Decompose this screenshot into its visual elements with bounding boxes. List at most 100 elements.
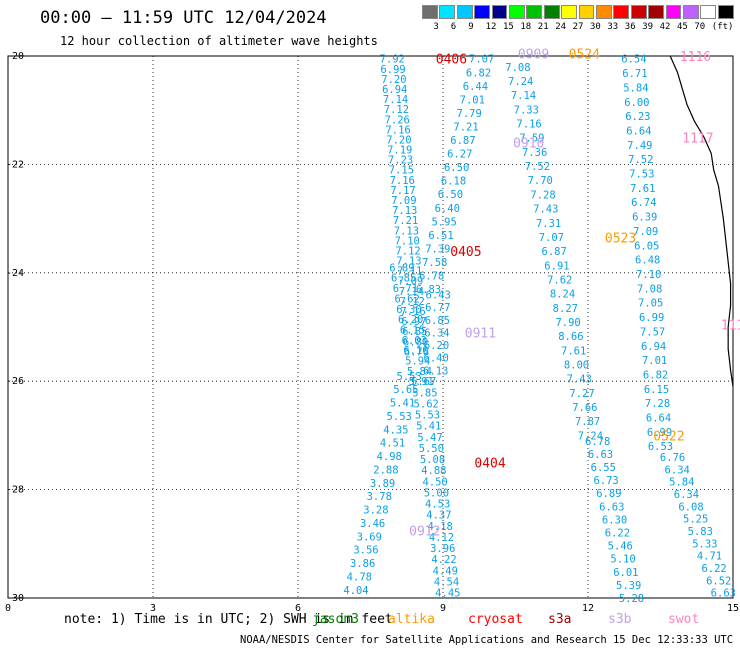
colorbar-swatch [683, 5, 699, 19]
wave-height-value: 7.43 [533, 204, 558, 216]
colorbar-label: 33 [607, 22, 619, 32]
wave-height-value: 7.31 [536, 218, 561, 230]
wave-height-value: 7.16 [400, 306, 425, 318]
wave-height-value: 7.61 [561, 345, 586, 357]
wave-height-value: 7.24 [578, 430, 603, 442]
wave-height-value: 6.94 [641, 341, 666, 353]
wave-height-value: 7.36 [522, 147, 547, 159]
wave-height-value: 7.16 [516, 119, 541, 131]
pass-time-label: 0404 [474, 457, 505, 472]
wave-height-value: 6.85 [391, 273, 416, 285]
wave-height-value: 4.51 [380, 438, 405, 450]
wave-height-value: 5.84 [669, 477, 694, 489]
wave-height-value: 6.53 [648, 441, 673, 453]
wave-height-value: 7.14 [383, 94, 408, 106]
pass-time-label: 1116 [680, 50, 711, 65]
wave-height-value: 6.89 [596, 488, 621, 500]
wave-height-value: 7.70 [528, 175, 553, 187]
colorbar-label: 39 [642, 22, 654, 32]
wave-height-value: 7.07 [539, 232, 564, 244]
wave-height-value: 7.79 [457, 108, 482, 120]
colorbar-label: 6 [450, 22, 457, 32]
wave-height-value: 7.16 [385, 124, 410, 136]
pass-time-label: 0522 [653, 429, 684, 444]
wave-height-value: 5.33 [692, 538, 717, 550]
wave-height-value: 5.08 [420, 454, 445, 466]
wave-height-value: 6.82 [643, 369, 668, 381]
wave-height-value: 6.50 [444, 162, 469, 174]
wave-height-value: 4.54 [434, 576, 459, 588]
pass-time-label: 0405 [450, 245, 481, 260]
wave-height-value: 6.85 [425, 315, 450, 327]
wave-height-value: 5.53 [415, 410, 440, 422]
wave-height-value: 6.51 [428, 230, 453, 242]
wave-height-value: 7.49 [627, 140, 652, 152]
colorbar-label: (ft) [711, 22, 734, 32]
wave-height-value: 7.92 [380, 54, 405, 66]
wave-height-value: 6.99 [647, 427, 672, 439]
wave-height-value: 7.20 [386, 134, 411, 146]
wave-height-value: 7.87 [575, 416, 600, 428]
wave-height-value: 5.10 [610, 554, 635, 566]
colorbar-label: 12 [485, 22, 497, 32]
wave-height-value: 6.40 [435, 203, 460, 215]
wave-height-value: 6.23 [625, 111, 650, 123]
wave-height-value: 6.64 [646, 413, 671, 425]
wave-height-value: 5.91 [409, 376, 434, 388]
wave-height-value: 7.15 [389, 165, 414, 177]
colorbar-label: 36 [624, 22, 636, 32]
wave-height-value: 6.87 [450, 135, 475, 147]
wave-height-value: 3.46 [360, 518, 385, 530]
pass-time-label: 0406 [436, 53, 467, 68]
wave-height-value: 7.52 [628, 154, 653, 166]
wave-height-value: 7.12 [384, 104, 409, 116]
wave-height-value: 7.09 [633, 226, 658, 238]
wave-height-value: 5.85 [412, 387, 437, 399]
wave-height-value: 7.62 [547, 274, 572, 286]
wave-height-value: 6.87 [542, 246, 567, 258]
wave-height-value: 4.98 [377, 451, 402, 463]
satellite-legend-s3a: s3a [548, 612, 572, 627]
wave-height-value: 7.14 [399, 286, 424, 298]
wave-height-value: 5.28 [619, 593, 644, 605]
wave-height-value: 4.22 [431, 554, 456, 566]
wave-height-value: 4.45 [435, 588, 460, 600]
wave-height-value: 6.15 [400, 324, 425, 336]
wave-height-value: 7.21 [393, 215, 418, 227]
satellite-legend-swot: swot [668, 612, 700, 627]
wave-height-value: 7.13 [396, 256, 421, 268]
wave-height-value: 6.27 [447, 149, 472, 161]
wave-height-value: 7.09 [398, 276, 423, 288]
wave-height-value: 6.01 [613, 567, 638, 579]
y-tick-label: -28 [6, 485, 24, 496]
wave-height-value: 7.58 [422, 257, 447, 269]
wave-height-value: 6.34 [424, 327, 449, 339]
colorbar-label: 21 [537, 22, 549, 32]
wave-height-value: 6.43 [426, 289, 451, 301]
y-tick-label: -26 [6, 376, 24, 387]
wave-height-value: 7.90 [555, 317, 580, 329]
wave-height-value: 7.43 [567, 374, 592, 386]
wave-height-value: 7.26 [385, 114, 410, 126]
colorbar-label: 70 [694, 22, 706, 32]
x-tick-label: 12 [582, 603, 594, 614]
colorbar-label: 9 [468, 22, 474, 32]
wave-height-value: 6.73 [593, 475, 618, 487]
pass-time-label: 0912 [409, 524, 440, 539]
colorbar-swatch [665, 5, 682, 19]
colorbar-label: 24 [555, 22, 567, 32]
wave-height-value: 7.10 [395, 235, 420, 247]
colorbar-swatch [491, 5, 508, 19]
chart-title: 00:00 – 11:59 UTC 12/04/2024 [40, 8, 327, 28]
wave-height-value: 3.56 [353, 545, 378, 557]
colorbar-swatch [509, 5, 525, 19]
wave-height-value: 4.78 [347, 571, 372, 583]
wave-height-value: 6.77 [425, 302, 450, 314]
wave-height-value: 6.71 [622, 68, 647, 80]
wave-height-value: 6.99 [380, 64, 405, 76]
wave-height-value: 7.33 [514, 104, 539, 116]
wave-height-value: 7.12 [395, 245, 420, 257]
y-tick-label: -24 [6, 268, 24, 279]
pass-time-label: 0523 [605, 232, 636, 247]
